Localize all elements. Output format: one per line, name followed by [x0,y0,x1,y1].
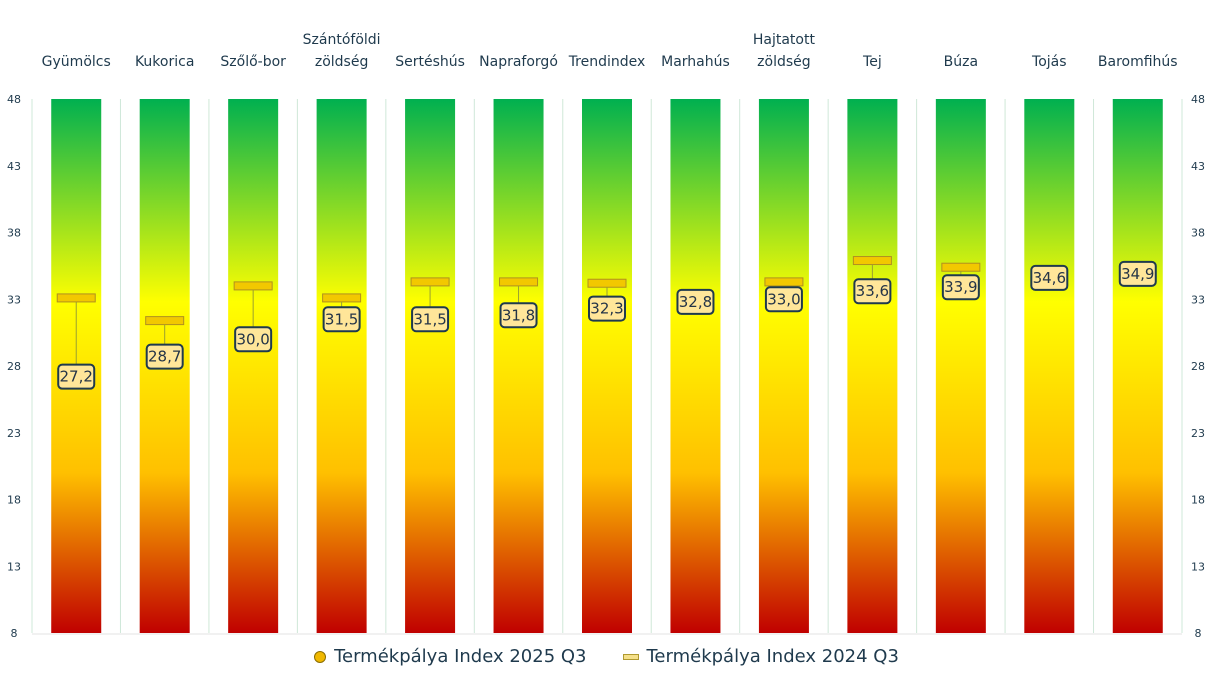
y-tick-label-right: 18 [1191,494,1205,507]
y-tick-label-right: 13 [1191,560,1205,573]
data-label-box [588,295,626,322]
category-label: Marhahús [661,54,730,70]
y-tick-label-left: 28 [7,360,21,373]
scale-column [670,99,721,633]
marker-2024[interactable] [499,277,539,287]
category-label: Tojás [1031,54,1067,70]
category-label: Tej [862,54,882,70]
category-labels: Gyümölcs Kukorica Szőlő-bor Szántóföldi zöld… [42,32,1178,70]
data-label-2025: 34,9 [1121,265,1154,283]
data-label-2025: 27,2 [60,368,93,386]
data-label-box [941,274,980,301]
series-2024-markers [56,256,981,326]
data-label-box [57,363,96,390]
y-tick-label-left: 23 [7,427,21,440]
scale-column [758,99,809,633]
y-tick-label-right: 43 [1191,160,1205,173]
y-tick-label-right: 28 [1191,360,1205,373]
marker-2024[interactable] [852,256,892,266]
y-tick-label-right: 33 [1191,293,1205,306]
y-tick-label-right: 48 [1191,93,1205,106]
scale-column [935,99,986,633]
data-label-box [764,286,803,313]
marker-2024[interactable] [410,277,450,287]
category-label: zöldség [757,54,810,70]
marker-2024[interactable] [764,277,804,287]
scale-column [1112,99,1163,633]
category-label: zöldség [315,54,368,70]
y-tick-label-right: 23 [1191,427,1205,440]
legend-label-2025: Termékpálya Index 2025 Q3 [334,646,587,667]
gridlines [31,99,1183,635]
legend-label-2024: Termékpálya Index 2024 Q3 [646,646,899,667]
data-label-box [234,326,273,353]
category-label: Trendindex [568,54,646,70]
legend: Termékpálya Index 2025 Q3 Termékpálya In… [0,646,1213,667]
data-label-2025: 30,0 [236,330,269,348]
scale-column [493,99,544,633]
category-label: Gyümölcs [42,54,111,70]
scale-column [316,99,367,633]
scale-column [847,99,898,633]
y-tick-label-left: 13 [7,560,21,573]
y-tick-label-left: 18 [7,494,21,507]
category-label: Sertéshús [395,54,465,70]
y-tick-label-right: 8 [1195,627,1202,640]
y-tick-label-left: 8 [11,627,18,640]
data-label-2025: 33,9 [944,278,977,296]
data-label-box [322,306,361,333]
series-2025-labels: 27,2 28,7 30,0 31,5 31,5 31,8 32,3 32,8 33,0 33,6… [57,260,1157,390]
data-label-box [499,302,538,329]
scale-column [228,99,279,633]
category-label: Szőlő-bor [220,54,286,70]
category-label: Hajtatott [753,32,816,48]
category-label: Szántóföldi [303,32,381,48]
y-axis-right: 8 13 18 23 28 33 38 43 48 [1191,93,1205,640]
data-label-box [676,288,715,315]
data-label-2025: 32,8 [679,293,712,311]
data-label-2025: 33,0 [767,290,800,308]
y-tick-label-left: 38 [7,227,21,240]
category-label: Baromfihús [1098,54,1178,70]
data-label-box [1030,264,1069,291]
y-tick-label-right: 38 [1191,227,1205,240]
data-label-box [411,306,450,333]
y-tick-label-left: 43 [7,160,21,173]
data-label-2025: 31,5 [325,310,358,328]
data-label-box [145,343,184,370]
scale-columns [51,99,1163,633]
data-label-box [853,278,892,305]
y-tick-label-left: 48 [7,93,21,106]
marker-2024[interactable] [233,281,273,291]
scale-column [1024,99,1075,633]
scale-column [405,99,456,633]
data-label-2025: 33,6 [856,282,889,300]
marker-2024[interactable] [941,262,981,272]
dash-marker-icon [622,653,639,660]
y-axis-left: 8 13 18 23 28 33 38 43 48 [7,93,21,640]
marker-2024[interactable] [56,293,96,303]
category-label: Búza [944,54,978,70]
legend-item-2025[interactable]: Termékpálya Index 2025 Q3 [314,646,587,667]
marker-2024[interactable] [145,316,185,326]
dot-marker-icon [314,650,327,663]
data-label-2025: 32,3 [590,300,623,318]
marker-2024[interactable] [587,278,627,288]
y-tick-label-left: 33 [7,293,21,306]
data-label-2025: 34,6 [1033,269,1066,287]
data-label-box [1118,260,1157,287]
data-label-2025: 31,8 [502,306,535,324]
scale-column [582,99,632,633]
data-label-2025: 28,7 [148,348,181,366]
legend-item-2024[interactable]: Termékpálya Index 2024 Q3 [622,646,899,667]
marker-2024[interactable] [322,293,362,303]
category-label: Kukorica [135,54,194,70]
category-label: Napraforgó [479,54,558,70]
data-label-2025: 31,5 [413,310,446,328]
